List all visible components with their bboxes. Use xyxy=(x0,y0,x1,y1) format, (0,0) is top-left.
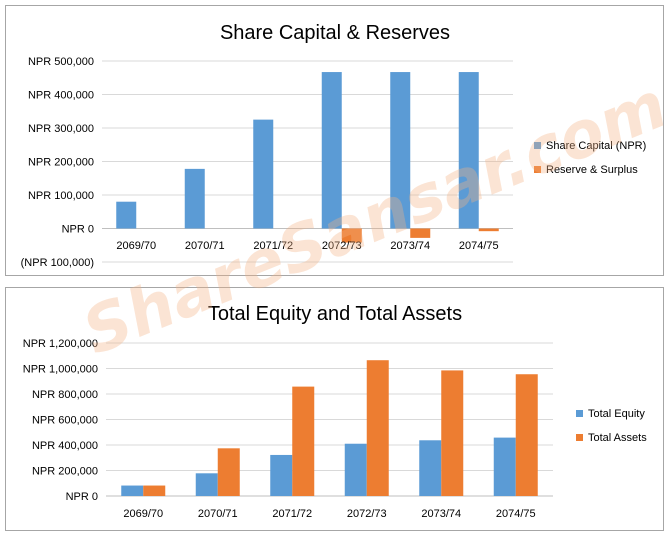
x-tick-label: 2072/73 xyxy=(322,240,362,252)
x-tick-label: 2070/71 xyxy=(185,240,225,252)
y-tick-label: NPR 800,000 xyxy=(32,389,98,401)
legend-swatch xyxy=(534,142,541,149)
legend-label: Reserve & Surplus xyxy=(546,164,638,176)
bar-series-2 xyxy=(292,386,315,496)
x-tick-label: 2069/70 xyxy=(123,508,163,520)
x-tick-label: 2074/75 xyxy=(459,240,499,252)
bar-series-1 xyxy=(390,72,411,229)
x-tick-label: 2069/70 xyxy=(116,240,156,252)
bar-series-1 xyxy=(121,485,144,496)
x-tick-label: 2070/71 xyxy=(198,508,238,520)
bar-series-2 xyxy=(441,370,464,496)
chart-title: Total Equity and Total Assets xyxy=(208,303,462,325)
legend-label: Total Equity xyxy=(588,408,645,420)
bar-series-2 xyxy=(143,485,166,496)
bar-series-2 xyxy=(478,228,499,232)
y-tick-label: NPR 200,000 xyxy=(28,157,94,169)
bar-series-1 xyxy=(458,72,479,229)
y-tick-label: NPR 100,000 xyxy=(28,190,94,202)
bar-series-2 xyxy=(217,448,240,496)
chart-2-svg: Total Equity and Total Assets NPR 1,200,0… xyxy=(23,303,647,520)
bar-series-2 xyxy=(515,374,538,496)
x-tick-label: 2073/74 xyxy=(421,508,461,520)
bar-series-1 xyxy=(184,168,205,229)
bar-series-2 xyxy=(366,360,389,496)
y-tick-label: NPR 500,000 xyxy=(28,56,94,68)
chart-share-capital-reserves: Share Capital & Reserves NPR 500,000 NPR 4… xyxy=(5,5,664,276)
y-tick-label: NPR 600,000 xyxy=(32,415,98,427)
legend-label: Share Capital (NPR) xyxy=(546,140,646,152)
x-tick-label: 2073/74 xyxy=(390,240,430,252)
legend-label: Total Assets xyxy=(588,432,647,444)
y-tick-label: NPR 1,200,000 xyxy=(23,338,98,350)
bar-series-1 xyxy=(195,473,218,496)
y-tick-label: NPR 0 xyxy=(62,224,94,236)
bar-series-1 xyxy=(116,201,137,229)
bar-series-2 xyxy=(410,228,431,238)
x-tick-label: 2071/72 xyxy=(253,240,293,252)
bar-series-1 xyxy=(493,437,516,496)
bar-series-2 xyxy=(341,228,362,243)
bar-series-1 xyxy=(321,72,342,229)
legend-swatch xyxy=(576,410,583,417)
chart-1-svg: Share Capital & Reserves NPR 500,000 NPR 4… xyxy=(21,22,647,269)
y-tick-label: NPR 400,000 xyxy=(32,440,98,452)
x-tick-label: 2074/75 xyxy=(496,508,536,520)
chart-title: Share Capital & Reserves xyxy=(220,22,450,44)
x-tick-label: 2072/73 xyxy=(347,508,387,520)
y-tick-label: NPR 300,000 xyxy=(28,123,94,135)
bar-series-1 xyxy=(253,119,274,229)
y-tick-label: NPR 1,000,000 xyxy=(23,364,98,376)
legend-swatch xyxy=(576,434,583,441)
y-tick-label: (NPR 100,000) xyxy=(21,257,94,269)
legend-swatch xyxy=(534,166,541,173)
x-tick-label: 2071/72 xyxy=(272,508,312,520)
y-tick-label: NPR 0 xyxy=(66,491,98,503)
chart-equity-assets: Total Equity and Total Assets NPR 1,200,0… xyxy=(5,287,664,531)
bar-series-1 xyxy=(270,454,293,496)
y-tick-label: NPR 400,000 xyxy=(28,90,94,102)
bar-series-1 xyxy=(344,443,367,496)
bar-series-1 xyxy=(419,440,442,496)
y-tick-label: NPR 200,000 xyxy=(32,466,98,478)
